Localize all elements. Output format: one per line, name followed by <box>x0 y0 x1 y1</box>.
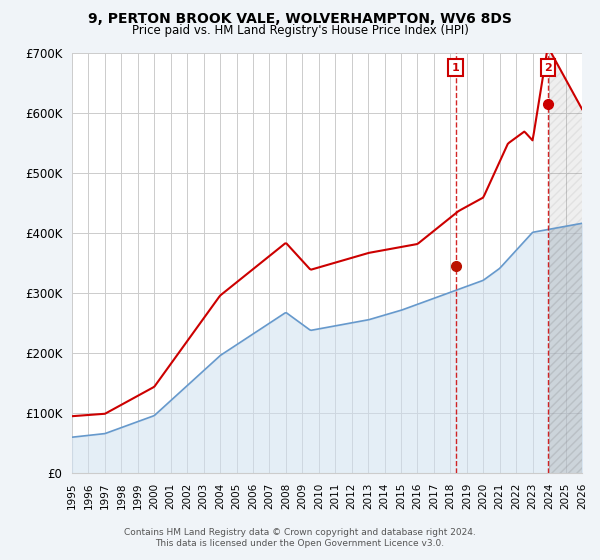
Text: 1: 1 <box>452 63 460 73</box>
Text: 2: 2 <box>544 63 551 73</box>
Text: Price paid vs. HM Land Registry's House Price Index (HPI): Price paid vs. HM Land Registry's House … <box>131 24 469 37</box>
Text: Contains HM Land Registry data © Crown copyright and database right 2024.
This d: Contains HM Land Registry data © Crown c… <box>124 528 476 548</box>
Text: 9, PERTON BROOK VALE, WOLVERHAMPTON, WV6 8DS: 9, PERTON BROOK VALE, WOLVERHAMPTON, WV6… <box>88 12 512 26</box>
